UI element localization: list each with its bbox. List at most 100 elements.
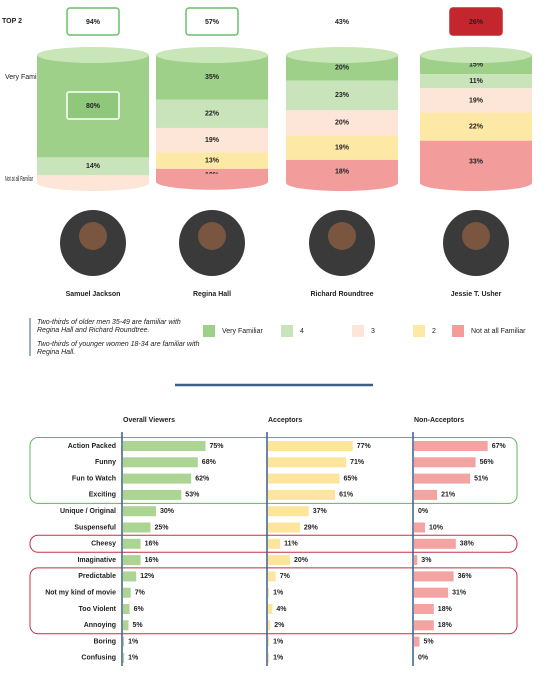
bar: [268, 652, 270, 663]
value-label: 61%: [339, 492, 354, 499]
value-label: 4%: [276, 606, 287, 613]
bar: [123, 538, 141, 549]
value-label: 65%: [344, 475, 359, 482]
value-label: 30%: [160, 508, 175, 515]
cylinder-segment: [37, 157, 149, 176]
cylinder-segment: [286, 80, 398, 111]
actor-name: Richard Roundtree: [310, 291, 373, 298]
bar: [123, 620, 129, 631]
row-label: Cheesy: [91, 541, 116, 548]
photo-face: [79, 222, 107, 250]
bar: [414, 457, 476, 468]
bar: [414, 571, 454, 582]
segment-label: 19%: [469, 97, 484, 104]
value-label: 0%: [418, 655, 429, 662]
bar: [414, 538, 456, 549]
segment-label: 11%: [469, 78, 483, 85]
value-label: 1%: [273, 655, 284, 662]
cylinder-segment: [156, 152, 268, 169]
value-label: 18%: [438, 606, 453, 613]
segment-label: 20%: [335, 120, 350, 127]
cylinder-top: [37, 47, 149, 63]
bar: [123, 652, 125, 663]
bar: [268, 587, 270, 598]
axis-label-bottom: Not at all Familiar: [5, 176, 33, 183]
value-label: 67%: [492, 443, 507, 450]
value-label: 56%: [480, 459, 495, 466]
bar: [414, 441, 488, 451]
actor-name: Samuel Jackson: [66, 291, 121, 298]
segment-label: 13%: [205, 157, 220, 164]
bar: [268, 636, 270, 647]
callout-value: 80%: [86, 103, 101, 110]
cylinder-base: [420, 175, 532, 191]
photo-face: [462, 222, 490, 250]
bar: [123, 506, 156, 517]
value-label: 29%: [304, 524, 319, 531]
value-label: 25%: [155, 524, 170, 531]
value-label: 62%: [195, 475, 210, 482]
value-label: 2%: [274, 622, 285, 629]
panel-title: Non-Acceptors: [414, 417, 464, 424]
bar: [414, 555, 418, 566]
value-label: 37%: [313, 508, 328, 515]
cylinder-segment: [286, 110, 398, 136]
top2-value: 43%: [335, 19, 350, 26]
legend-label: 4: [300, 328, 304, 335]
note: Two-thirds of younger women 18-34 are fa…: [37, 341, 200, 356]
value-label: 10%: [429, 524, 444, 531]
bar: [414, 636, 420, 647]
row-label: Action Packed: [68, 443, 116, 450]
legend-swatch: [352, 325, 364, 337]
note: Two-thirds of older men 35-49 are famili…: [37, 319, 181, 334]
top2-title: TOP 2: [2, 18, 22, 25]
value-label: 36%: [458, 573, 473, 580]
cylinder-segment: [420, 88, 532, 113]
cylinder-top: [420, 47, 532, 63]
panel-title: Acceptors: [268, 417, 302, 424]
bar: [414, 620, 434, 631]
value-label: 1%: [128, 655, 139, 662]
bar: [123, 457, 198, 468]
legend-label: 2: [432, 328, 436, 335]
bar: [123, 489, 182, 500]
top2-box: [185, 7, 239, 36]
value-label: 1%: [273, 590, 284, 597]
segment-label: 22%: [469, 124, 484, 131]
bar: [268, 506, 309, 517]
row-label: Unique / Original: [60, 508, 116, 515]
value-label: 68%: [202, 459, 217, 466]
value-label: 5%: [424, 638, 435, 645]
bar: [414, 587, 449, 598]
photo-face: [198, 222, 226, 250]
row-label: Too Violent: [79, 606, 117, 613]
value-label: 21%: [441, 492, 456, 499]
value-label: 16%: [145, 541, 160, 548]
cylinder-segment: [286, 135, 398, 160]
bar: [123, 522, 151, 533]
row-label: Predictable: [78, 573, 116, 580]
cylinder-base: [286, 175, 398, 191]
actor-name: Regina Hall: [193, 291, 231, 298]
value-label: 7%: [135, 590, 146, 597]
segment-label: 23%: [335, 92, 350, 99]
segment-label: 15%: [469, 61, 484, 68]
legend-swatch: [203, 325, 215, 337]
value-label: 5%: [133, 622, 144, 629]
top2-box: [66, 7, 120, 36]
bar: [268, 604, 273, 614]
value-label: 7%: [280, 573, 291, 580]
row-label: Fun to Watch: [72, 475, 116, 482]
bar: [123, 473, 192, 484]
value-label: 1%: [273, 638, 284, 645]
bar: [268, 457, 347, 468]
cylinder-segment: [156, 127, 268, 153]
value-label: 0%: [418, 508, 429, 515]
value-label: 12%: [140, 573, 155, 580]
value-label: 31%: [452, 590, 467, 597]
bar: [268, 473, 340, 484]
top2-value: 57%: [205, 19, 220, 26]
cylinder-top: [286, 47, 398, 63]
highlight-box: [29, 534, 518, 553]
